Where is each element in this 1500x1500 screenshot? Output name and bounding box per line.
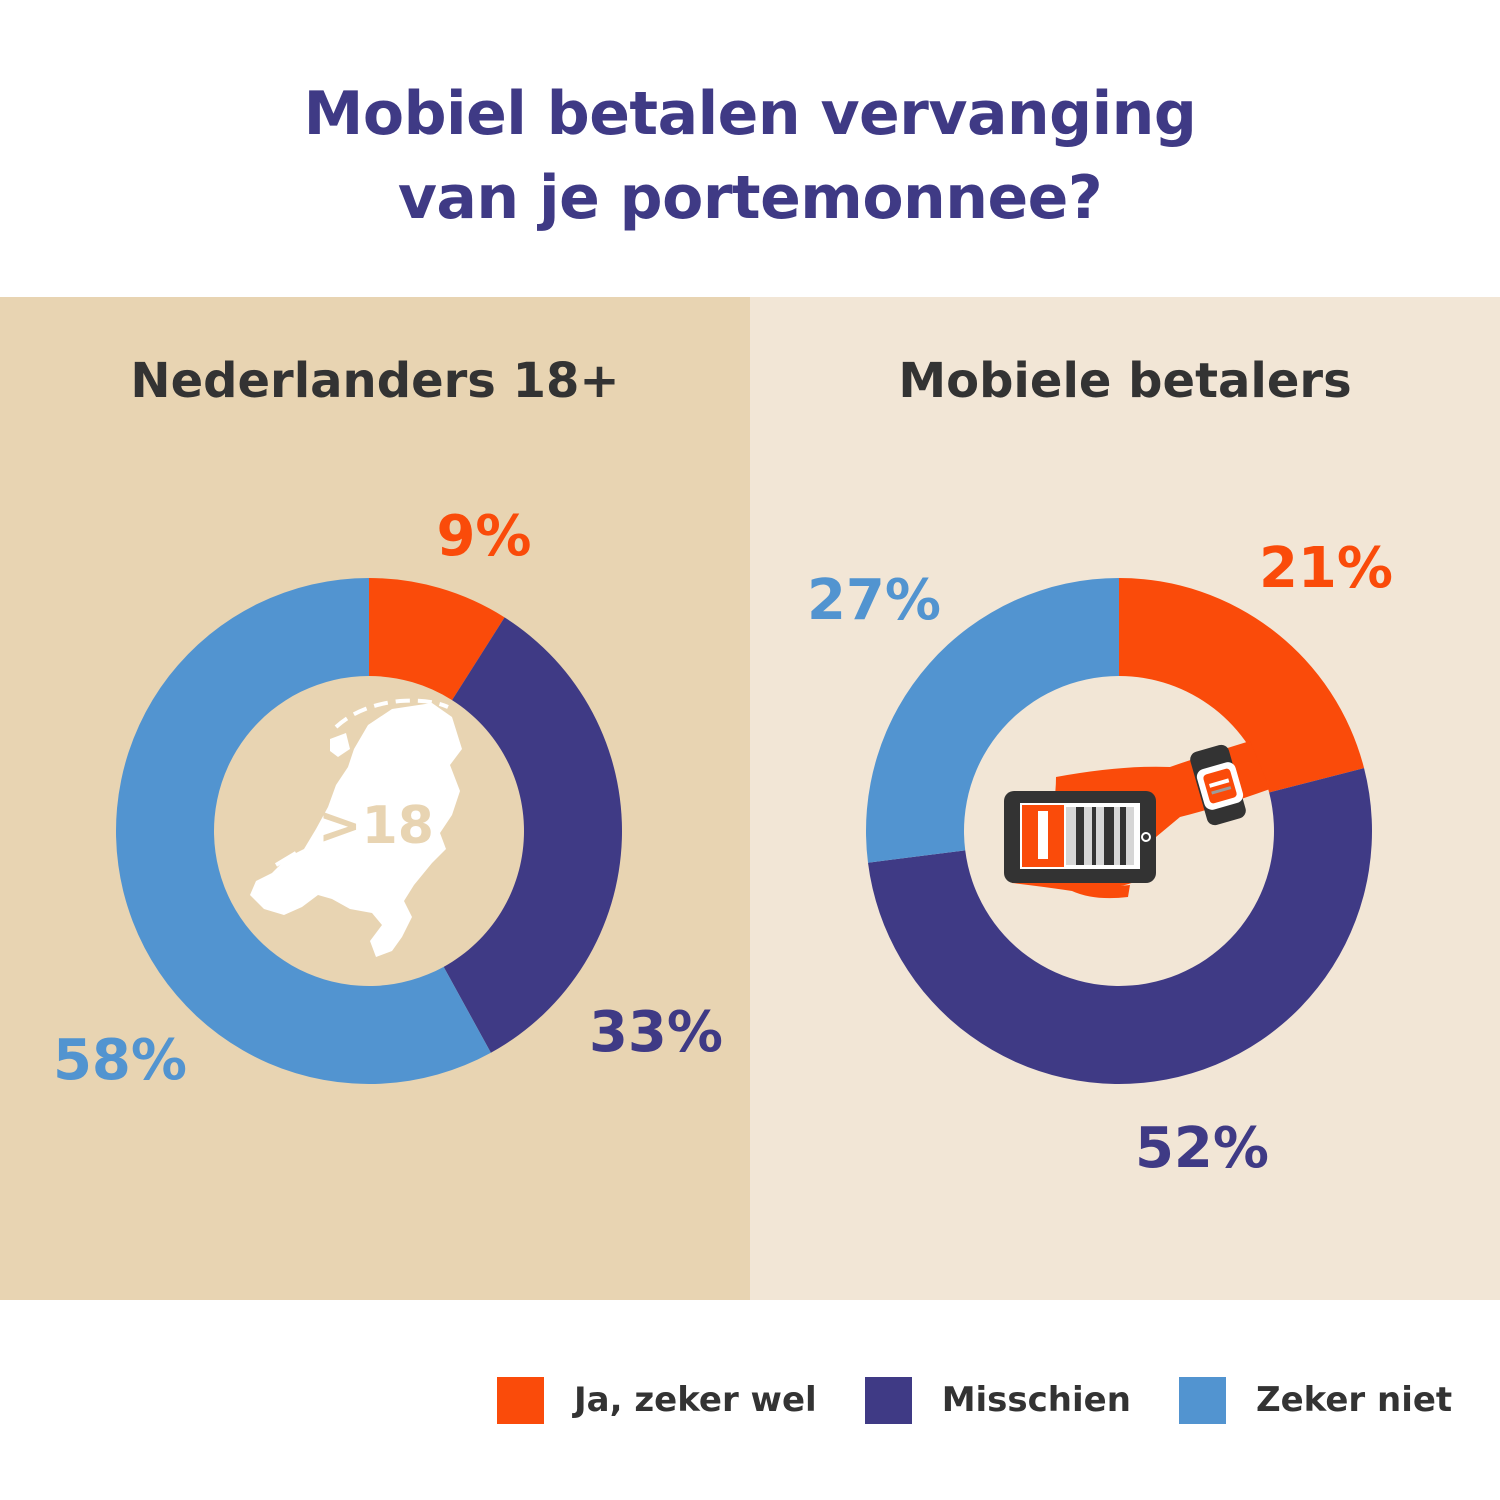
donut-chart-nederlanders: >18 9% 33% 58% — [53, 504, 723, 1093]
legend: Ja, zeker wel Misschien Zeker niet — [497, 1376, 1452, 1424]
slice-zeker-niet — [866, 578, 1119, 863]
data-label-misschien: 52% — [1135, 1116, 1269, 1181]
chart-title-mobiele-betalers: Mobiele betalers — [898, 353, 1352, 409]
slice-ja-zeker-wel — [369, 578, 505, 701]
title-line-1: Mobiel betalen vervanging — [303, 79, 1197, 149]
map-age-label: >18 — [318, 796, 434, 856]
data-label-zeker-niet: 58% — [53, 1028, 187, 1093]
legend-item-misschien: Misschien — [864, 1376, 1131, 1424]
legend-item-zeker-niet: Zeker niet — [1178, 1376, 1453, 1424]
legend-swatch-misschien — [864, 1376, 912, 1424]
legend-swatch-zeker-niet — [1178, 1376, 1226, 1424]
title-line-2: van je portemonnee? — [397, 163, 1103, 233]
panel-nederlanders: Nederlanders 18+ >18 9% 33% 58% — [0, 297, 750, 1300]
legend-label-misschien: Misschien — [941, 1380, 1131, 1420]
data-label-misschien: 33% — [589, 1000, 723, 1065]
smartwatch-icon — [1190, 744, 1246, 826]
slice-zeker-niet — [115, 578, 491, 1084]
legend-label-ja: Ja, zeker wel — [574, 1380, 817, 1420]
chart-title-nederlanders: Nederlanders 18+ — [130, 353, 620, 409]
donut-chart-mobiele-betalers: 21% 52% 27% — [807, 536, 1393, 1181]
legend-label-zeker-niet: Zeker niet — [1255, 1380, 1453, 1420]
data-label-zeker-niet: 27% — [807, 568, 941, 633]
data-label-ja-zeker-wel: 21% — [1259, 536, 1393, 601]
slice-misschien — [443, 617, 622, 1053]
panel-mobiele-betalers: Mobiele betalers 21% 52% 27% — [750, 297, 1500, 1300]
netherlands-map-icon: >18 — [250, 698, 462, 957]
legend-swatch-ja — [497, 1376, 544, 1424]
page-title: Mobiel betalen vervanging van je portemo… — [0, 72, 1500, 240]
slice-ja-zeker-wel — [1119, 578, 1365, 793]
data-label-ja-zeker-wel: 9% — [436, 504, 531, 569]
legend-item-ja-zeker-wel: Ja, zeker wel — [497, 1376, 817, 1424]
slice-misschien — [867, 768, 1372, 1085]
